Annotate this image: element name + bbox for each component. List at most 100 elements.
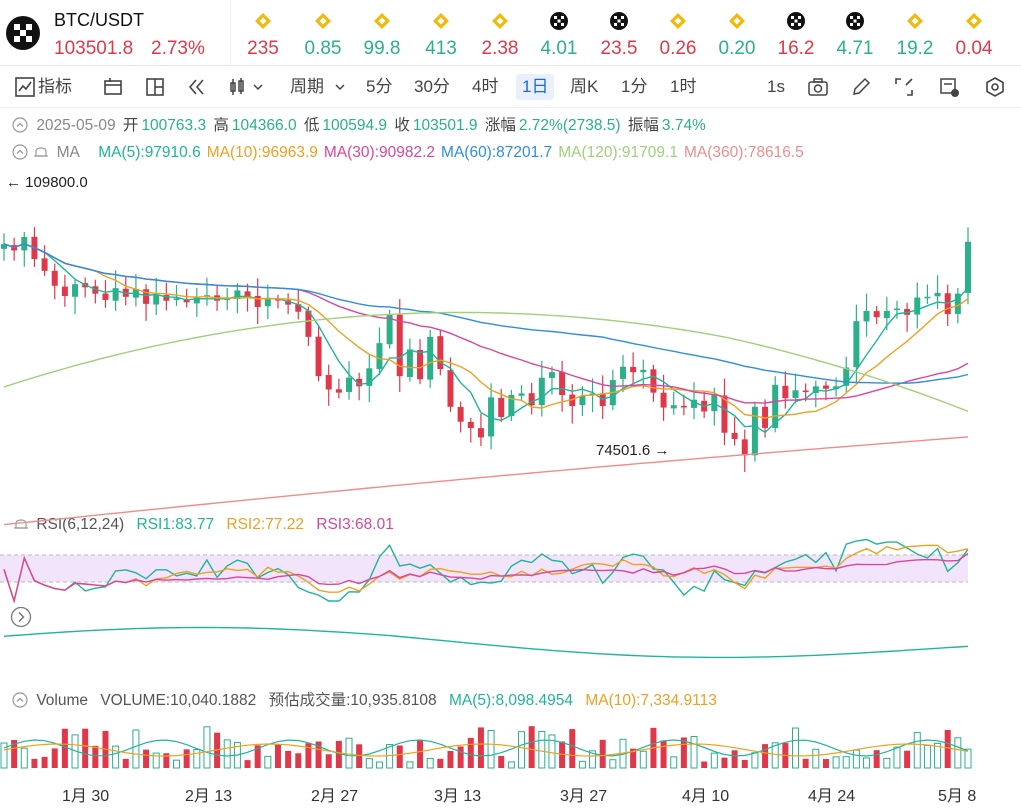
candle-body xyxy=(660,392,667,408)
ticker-item[interactable]: 4.71 xyxy=(826,8,884,60)
interval-30m[interactable]: 30分 xyxy=(414,77,450,96)
volume-bar xyxy=(762,744,769,768)
volume-bar xyxy=(883,757,891,769)
volume-bar xyxy=(751,752,759,769)
ticker-item[interactable]: 2.38 xyxy=(471,8,529,60)
draw-tools-icon[interactable] xyxy=(102,76,124,98)
volume-bar xyxy=(639,750,647,769)
indicator-button[interactable]: 指标 xyxy=(38,77,72,96)
indicator-icon[interactable] xyxy=(14,76,36,98)
volume-ma5: MA(5):8,098.4954 xyxy=(448,692,574,709)
next-indicator-icon[interactable] xyxy=(10,606,32,628)
ticker-item[interactable]: 0.85 xyxy=(294,8,352,60)
volume-bar xyxy=(893,746,901,769)
candle-body xyxy=(61,286,68,296)
expand-icon[interactable] xyxy=(893,76,915,98)
ticker-item[interactable]: 413 xyxy=(412,8,470,60)
candle-body xyxy=(305,310,312,337)
ohlc-legend: 2025-05-09 开 100763.3 高 104366.0 低 100594.9… xyxy=(12,117,709,135)
volume-bar xyxy=(599,739,606,768)
volume-bar xyxy=(538,730,546,769)
candle-body xyxy=(528,393,535,406)
bell-icon[interactable] xyxy=(32,144,50,160)
ticker-strip: BTC/USDT 103501.8 2.73% 235 0.85 99.8 413 2.… xyxy=(0,0,1021,66)
ma360-line xyxy=(3,436,969,526)
volume-bar xyxy=(0,742,8,769)
interval-1d[interactable]: 1日 xyxy=(516,74,555,100)
close-label: 收 xyxy=(394,117,410,134)
interval-4h[interactable]: 4时 xyxy=(472,77,499,96)
ticker-item[interactable]: 0.26 xyxy=(649,8,707,60)
ticker-item[interactable]: 16.2 xyxy=(767,8,825,60)
period-button[interactable]: 周期 xyxy=(290,77,324,96)
delete-drawing-icon[interactable] xyxy=(938,76,960,98)
rsi-legend: RSI(6,12,24) RSI1:83.77 RSI2:77.22 RSI3:… xyxy=(12,516,397,534)
layout-icon[interactable] xyxy=(144,76,166,98)
candle-body xyxy=(792,390,799,399)
ma10-line xyxy=(3,243,969,419)
volume-bar xyxy=(518,731,526,769)
ticker-value: 235 xyxy=(247,38,279,59)
oscillator-line xyxy=(3,626,969,659)
ticker-item[interactable]: 0.20 xyxy=(708,8,766,60)
high-label: 高 xyxy=(213,117,229,134)
candle-body xyxy=(386,314,393,345)
interval-1m[interactable]: 1分 xyxy=(621,77,648,96)
chevron-down-icon[interactable] xyxy=(252,76,264,98)
settings-icon[interactable] xyxy=(984,76,1006,98)
symbol-block[interactable]: BTC/USDT 103501.8 2.73% xyxy=(6,8,228,60)
ticker-item[interactable]: 235 xyxy=(234,8,292,60)
chevron-up-icon[interactable] xyxy=(12,144,28,160)
interval-week[interactable]: 周K xyxy=(570,77,599,96)
ticker-value: 0.26 xyxy=(659,38,697,59)
volume-bar xyxy=(375,761,383,769)
chevron-down-icon[interactable] xyxy=(334,76,346,98)
x-axis-label: 4月 10 xyxy=(682,788,730,805)
volume-bar xyxy=(904,750,911,768)
ma-item: MA(360):78616.5 xyxy=(683,144,804,161)
volume-bar xyxy=(447,751,454,768)
candle-body xyxy=(396,314,403,377)
refresh-speed[interactable]: 1s xyxy=(767,77,785,96)
candle-body xyxy=(893,308,900,311)
volume-bar xyxy=(721,757,728,768)
ticker-item[interactable]: 4.01 xyxy=(530,8,588,60)
x-axis-label: 3月 13 xyxy=(434,788,482,805)
chevron-up-icon[interactable] xyxy=(12,117,28,133)
candle-body xyxy=(244,291,251,297)
candle-body xyxy=(508,395,515,417)
candle-body xyxy=(640,369,647,373)
ma-item: MA(10):96963.9 xyxy=(206,144,318,161)
chevron-up-icon[interactable] xyxy=(12,692,28,708)
candle-body xyxy=(153,294,160,305)
rewind-icon[interactable] xyxy=(186,76,208,98)
rsi3-line xyxy=(3,552,969,604)
chart-toolbar: 指标 周期 5分 30分 4时 1日 周K 1分 1时 1s xyxy=(0,66,1021,108)
candle-body xyxy=(366,368,373,386)
bnb-icon xyxy=(492,13,508,29)
ticker-item[interactable]: 0.04 xyxy=(945,8,1003,60)
candle-body xyxy=(406,349,413,377)
candle-body xyxy=(853,321,860,368)
ticker-item[interactable]: 23.5 xyxy=(590,8,648,60)
candle-type-icon[interactable] xyxy=(228,76,250,98)
volume-ma5-line xyxy=(3,739,969,757)
pencil-icon[interactable] xyxy=(850,76,872,98)
candle-body xyxy=(102,293,109,300)
candle-body xyxy=(630,366,637,373)
ticker-item[interactable]: 19.2 xyxy=(886,8,944,60)
interval-1h[interactable]: 1时 xyxy=(670,77,697,96)
candle-body xyxy=(498,397,505,417)
ticker-value: 2.38 xyxy=(481,38,519,59)
interval-5m[interactable]: 5分 xyxy=(366,77,393,96)
close-value: 103501.9 xyxy=(412,117,478,134)
candle-body xyxy=(376,343,383,369)
ticker-value: 23.5 xyxy=(600,38,638,59)
volume-bar xyxy=(51,748,58,768)
open-label: 开 xyxy=(122,117,139,134)
ticker-item[interactable]: 99.8 xyxy=(353,8,411,60)
ticker-value: 0.20 xyxy=(718,38,756,59)
candle-body xyxy=(680,405,687,408)
camera-icon[interactable] xyxy=(807,76,829,98)
